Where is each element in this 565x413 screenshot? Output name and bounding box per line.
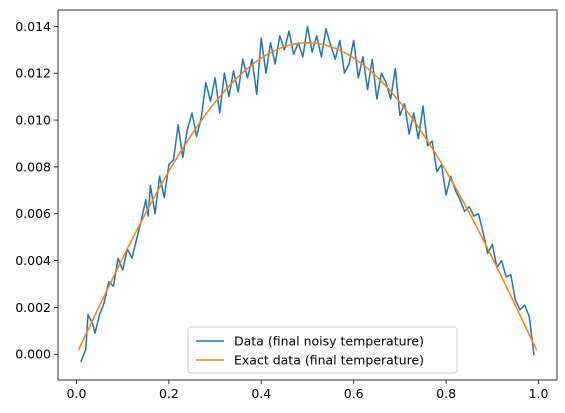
plot-area: 0.0 0.2 0.4 0.6 0.8 1.0 0.000 0.002 0.004 0.006 0.… [15,9,558,401]
y-tick-label: 0.012 [15,66,51,81]
series-line-exact-data [77,42,538,351]
x-tick-label: 1.0 [529,386,549,401]
x-tick-label: 0.6 [344,386,364,401]
legend: Data (final noisy temperature) Exact data… [187,326,458,374]
x-tick-label: 0.2 [159,386,179,401]
legend-box [187,326,458,374]
y-tick-label: 0.008 [15,159,51,174]
series-line-noisy-data [80,25,535,363]
x-tick-label: 0.4 [251,386,271,401]
y-tick-label: 0.014 [15,19,51,34]
x-tick-label: 0.0 [67,386,87,401]
axes-frame [57,9,558,381]
y-tick-label: 0.002 [15,300,51,315]
legend-label: Exact data (final temperature) [234,353,424,368]
y-tick-label: 0.000 [15,347,51,362]
y-tick-label: 0.010 [15,113,51,128]
x-tick-label: 0.8 [436,386,456,401]
y-tick-label: 0.006 [15,206,51,221]
legend-label: Data (final noisy temperature) [234,334,424,349]
y-tick-label: 0.004 [15,253,51,268]
